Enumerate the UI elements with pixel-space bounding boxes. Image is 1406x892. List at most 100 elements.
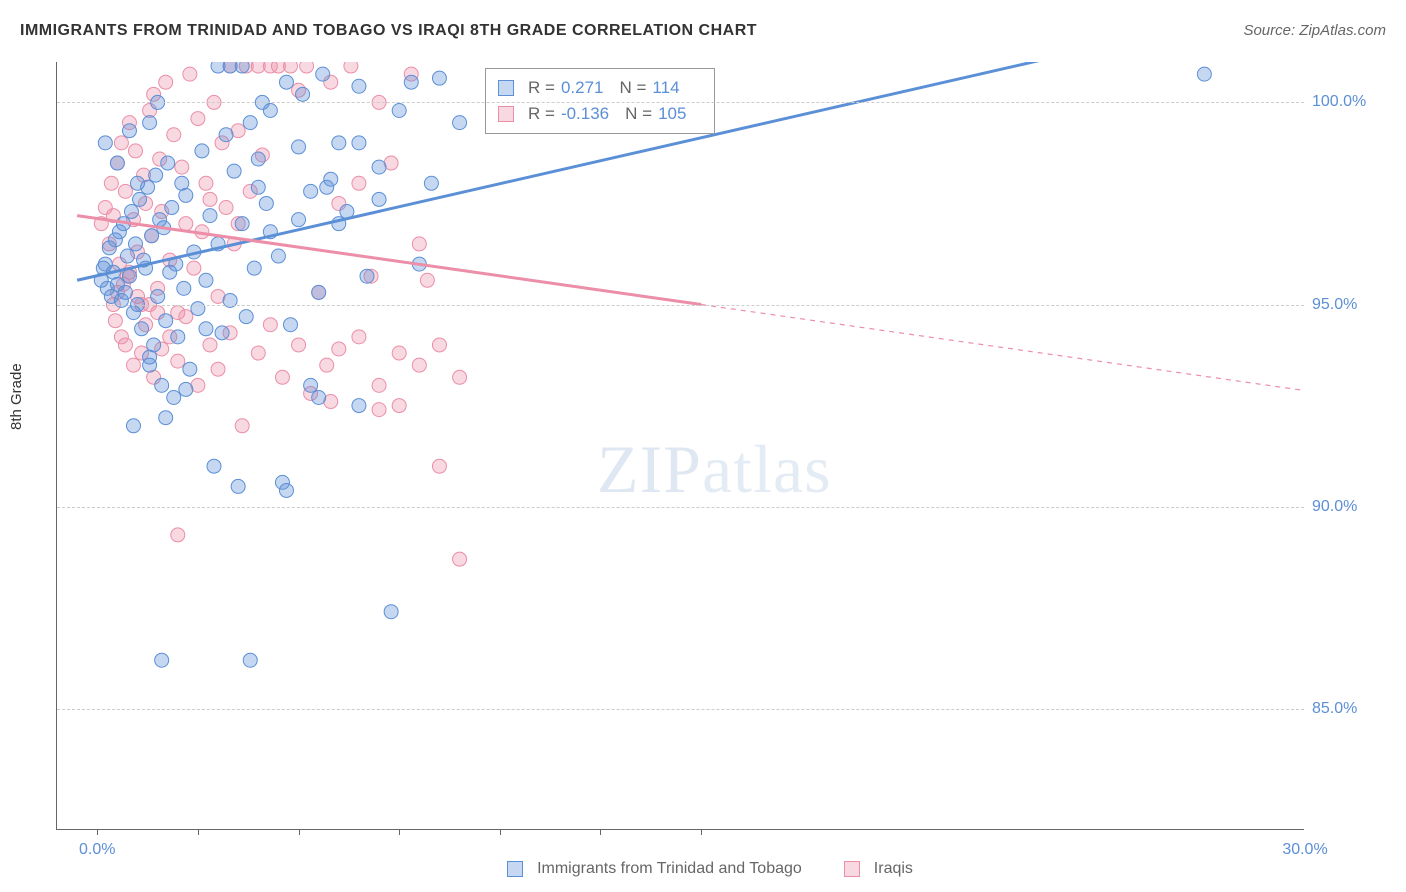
data-point — [175, 160, 189, 174]
legend-item: Immigrants from Trinidad and Tobago — [493, 860, 802, 877]
data-point — [155, 653, 169, 667]
data-point — [316, 67, 330, 81]
data-point — [304, 184, 318, 198]
stats-row: R =0.271N =114 — [498, 75, 702, 101]
data-point — [195, 144, 209, 158]
legend-swatch — [498, 106, 514, 122]
data-point — [129, 144, 143, 158]
data-point — [179, 310, 193, 324]
data-point — [235, 217, 249, 231]
data-point — [420, 273, 434, 287]
y-axis-label: 8th Grade — [8, 363, 25, 430]
data-point — [283, 62, 297, 73]
data-point — [231, 479, 245, 493]
data-point — [215, 326, 229, 340]
data-point — [118, 184, 132, 198]
data-point — [292, 338, 306, 352]
data-point — [143, 116, 157, 130]
data-point — [304, 378, 318, 392]
gridline-h — [57, 102, 1304, 103]
data-point — [372, 378, 386, 392]
x-tick — [299, 829, 300, 835]
source-attribution: Source: ZipAtlas.com — [1243, 22, 1386, 39]
data-point — [110, 156, 124, 170]
data-point — [453, 552, 467, 566]
data-point — [219, 128, 233, 142]
data-point — [203, 338, 217, 352]
data-point — [352, 176, 366, 190]
legend-swatch — [844, 861, 860, 877]
data-point — [98, 136, 112, 150]
data-point — [352, 79, 366, 93]
legend-item: Iraqis — [830, 860, 913, 877]
x-tick — [500, 829, 501, 835]
data-point — [320, 180, 334, 194]
legend-swatch — [507, 861, 523, 877]
data-point — [126, 419, 140, 433]
data-point — [352, 330, 366, 344]
data-point — [118, 338, 132, 352]
data-point — [122, 124, 136, 138]
gridline-h — [57, 507, 1304, 508]
data-point — [432, 71, 446, 85]
data-point — [412, 358, 426, 372]
data-point — [283, 318, 297, 332]
data-point — [183, 67, 197, 81]
data-point — [135, 322, 149, 336]
data-point — [143, 358, 157, 372]
data-point — [126, 358, 140, 372]
data-point — [177, 281, 191, 295]
data-point — [332, 136, 346, 150]
data-point — [179, 188, 193, 202]
x-tick — [701, 829, 702, 835]
data-point — [251, 180, 265, 194]
data-point — [179, 217, 193, 231]
data-point — [149, 168, 163, 182]
data-point — [159, 411, 173, 425]
data-point — [199, 176, 213, 190]
gridline-h — [57, 305, 1304, 306]
data-point — [271, 249, 285, 263]
data-point — [227, 164, 241, 178]
data-point — [151, 289, 165, 303]
x-tick — [600, 829, 601, 835]
data-point — [165, 201, 179, 215]
data-point — [133, 192, 147, 206]
plot-area: ZIPatlas R =0.271N =114R =-0.136N =105 8… — [56, 62, 1304, 830]
data-point — [247, 261, 261, 275]
data-point — [118, 285, 132, 299]
data-point — [352, 136, 366, 150]
legend-swatch — [498, 80, 514, 96]
data-point — [279, 75, 293, 89]
data-point — [199, 273, 213, 287]
data-point — [292, 140, 306, 154]
stats-legend: R =0.271N =114R =-0.136N =105 — [485, 68, 715, 134]
data-point — [251, 346, 265, 360]
data-point — [392, 104, 406, 118]
data-point — [171, 330, 185, 344]
data-point — [453, 370, 467, 384]
x-tick — [198, 829, 199, 835]
data-point — [412, 237, 426, 251]
data-point — [122, 269, 136, 283]
x-tick-label: 0.0% — [79, 841, 115, 859]
chart-svg — [57, 62, 1305, 830]
data-point — [432, 338, 446, 352]
data-point — [239, 310, 253, 324]
data-point — [392, 346, 406, 360]
data-point — [219, 201, 233, 215]
data-point — [392, 399, 406, 413]
chart-title: IMMIGRANTS FROM TRINIDAD AND TOBAGO VS I… — [20, 22, 757, 40]
data-point — [263, 104, 277, 118]
data-point — [352, 399, 366, 413]
data-point — [159, 314, 173, 328]
data-point — [279, 483, 293, 497]
data-point — [167, 128, 181, 142]
data-point — [211, 362, 225, 376]
data-point — [129, 237, 143, 251]
data-point — [235, 419, 249, 433]
data-point — [199, 322, 213, 336]
data-point — [120, 249, 134, 263]
data-point — [453, 116, 467, 130]
data-point — [360, 269, 374, 283]
